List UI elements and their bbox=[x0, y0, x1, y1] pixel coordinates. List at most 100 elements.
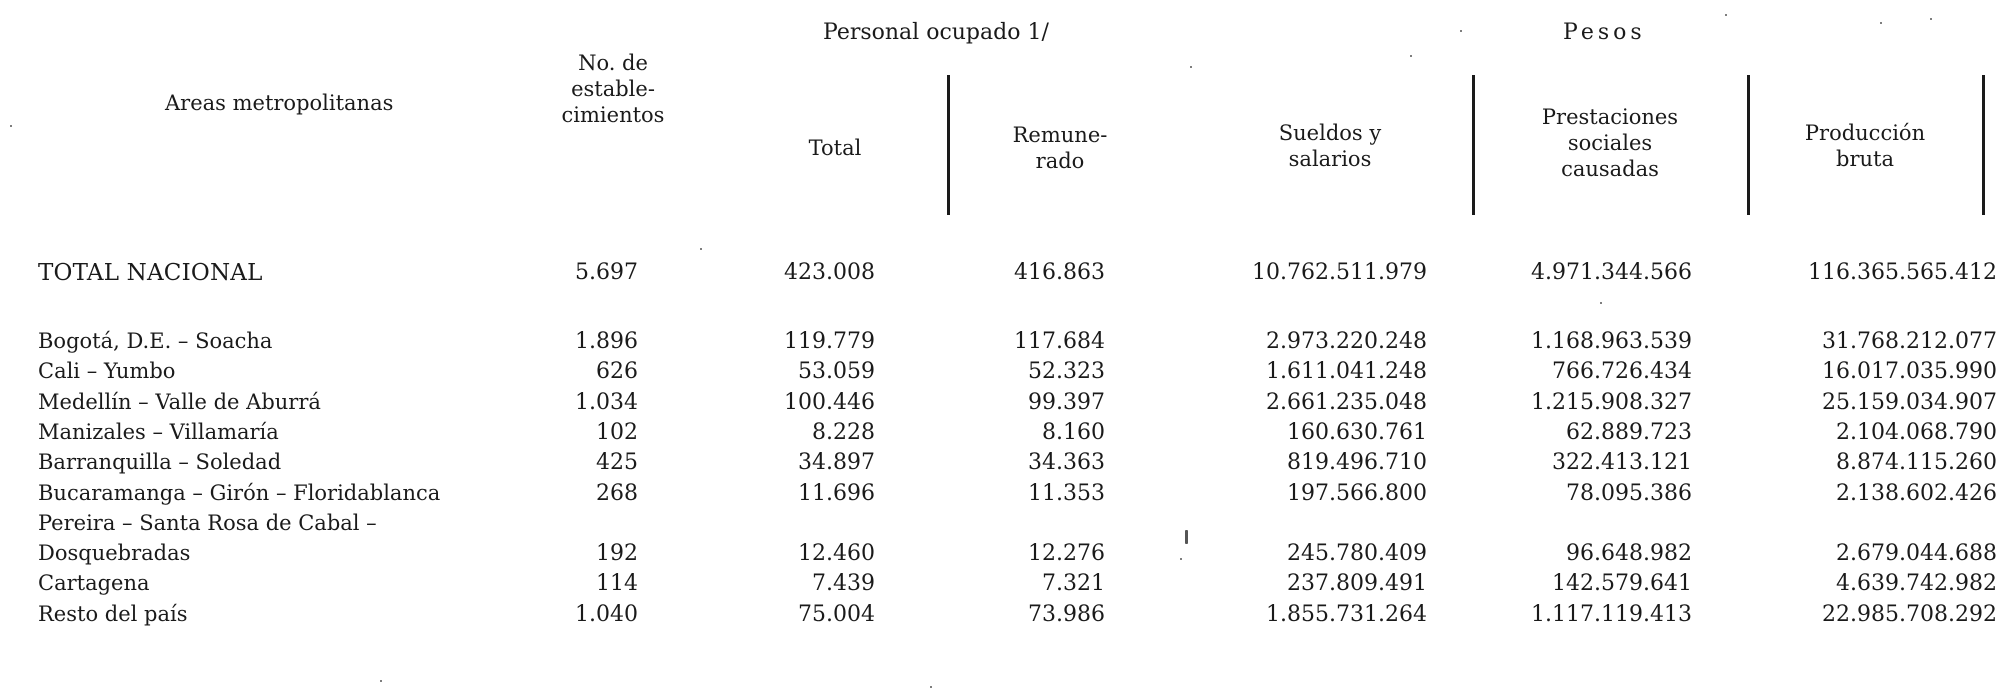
scan-speck bbox=[1410, 55, 1412, 57]
total-row-produccion: 116.365.565.412 bbox=[1808, 260, 1997, 285]
scan-speck bbox=[380, 680, 382, 682]
row-produccion-cell: 22.985.708.292 bbox=[1822, 602, 1997, 627]
row-label: Cali – Yumbo bbox=[38, 359, 176, 383]
scan-speck bbox=[10, 125, 12, 127]
personal-ocupado-header: Personal ocupado 1/ bbox=[823, 20, 1049, 45]
prestaciones-header-line: causadas bbox=[1561, 157, 1659, 181]
row-prestaciones-cell: 62.889.723 bbox=[1566, 420, 1692, 445]
total-row-label: TOTAL NACIONAL bbox=[38, 260, 263, 286]
row-total-cell: 34.897 bbox=[798, 450, 875, 475]
header-divider bbox=[947, 75, 950, 215]
total-row-total: 423.008 bbox=[784, 260, 875, 285]
row-prestaciones-cell: 766.726.434 bbox=[1552, 359, 1692, 384]
row-remunerado-cell: 52.323 bbox=[1028, 359, 1105, 384]
scan-speck bbox=[1725, 14, 1727, 16]
row-sueldos-cell: 197.566.800 bbox=[1287, 481, 1427, 506]
scan-speck bbox=[1190, 66, 1192, 68]
prestaciones-header: Prestaciones sociales causadas bbox=[1530, 104, 1690, 182]
establecimientos-header-line: estable- bbox=[571, 77, 655, 101]
header-divider bbox=[1982, 75, 1985, 215]
row-establecimientos-cell: 425 bbox=[596, 450, 638, 475]
row-remunerado-cell: 73.986 bbox=[1028, 602, 1105, 627]
row-produccion-cell: 8.874.115.260 bbox=[1836, 450, 1997, 475]
row-sueldos-cell: 1.611.041.248 bbox=[1266, 359, 1427, 384]
row-establecimientos-cell: 114 bbox=[596, 571, 638, 596]
remunerado-header: Remune- rado bbox=[1005, 122, 1115, 174]
row-produccion-cell: 2.138.602.426 bbox=[1836, 481, 1997, 506]
total-row-remunerado: 416.863 bbox=[1014, 260, 1105, 285]
scan-speck bbox=[700, 248, 702, 250]
row-produccion-cell: 2.679.044.688 bbox=[1836, 541, 1997, 566]
row-total-cell: 119.779 bbox=[784, 329, 875, 354]
pesos-header: Pesos bbox=[1563, 20, 1646, 45]
row-label: Bogotá, D.E. – Soacha bbox=[38, 329, 273, 353]
row-establecimientos-cell: 268 bbox=[596, 481, 638, 506]
areas-header: Areas metropolitanas bbox=[165, 91, 394, 115]
row-total-cell: 75.004 bbox=[798, 602, 875, 627]
row-total-cell: 7.439 bbox=[812, 571, 875, 596]
prestaciones-header-line: sociales bbox=[1567, 131, 1653, 155]
scan-speck bbox=[1930, 18, 1932, 20]
row-label: Dosquebradas bbox=[38, 541, 191, 565]
row-sueldos-cell: 819.496.710 bbox=[1287, 450, 1427, 475]
row-establecimientos-cell: 1.040 bbox=[575, 602, 638, 627]
scan-speck bbox=[1180, 558, 1182, 560]
scan-speck bbox=[1185, 530, 1188, 544]
row-produccion-cell: 31.768.212.077 bbox=[1822, 329, 1997, 354]
row-prestaciones-cell: 1.215.908.327 bbox=[1531, 390, 1692, 415]
row-remunerado-cell: 117.684 bbox=[1014, 329, 1105, 354]
row-remunerado-cell: 34.363 bbox=[1028, 450, 1105, 475]
row-total-cell: 8.228 bbox=[812, 420, 875, 445]
row-total-cell: 53.059 bbox=[798, 359, 875, 384]
total-row-sueldos: 10.762.511.979 bbox=[1252, 260, 1427, 285]
row-prestaciones-cell: 96.648.982 bbox=[1566, 541, 1692, 566]
scan-speck bbox=[1600, 302, 1602, 304]
row-produccion-cell: 4.639.742.982 bbox=[1836, 571, 1997, 596]
sueldos-header-line: salarios bbox=[1288, 147, 1372, 171]
row-prestaciones-cell: 142.579.641 bbox=[1552, 571, 1692, 596]
row-total-cell: 11.696 bbox=[798, 481, 875, 506]
row-total-cell: 12.460 bbox=[798, 541, 875, 566]
row-prestaciones-cell: 78.095.386 bbox=[1566, 481, 1692, 506]
establecimientos-header: No. de estable- cimientos bbox=[548, 50, 678, 128]
remunerado-header-line: rado bbox=[1035, 149, 1085, 173]
row-establecimientos-cell: 626 bbox=[596, 359, 638, 384]
header-divider bbox=[1472, 75, 1475, 215]
row-sueldos-cell: 1.855.731.264 bbox=[1266, 602, 1427, 627]
row-remunerado-cell: 11.353 bbox=[1028, 481, 1105, 506]
establecimientos-header-line: No. de bbox=[578, 51, 648, 75]
scan-speck bbox=[1880, 22, 1882, 24]
total-header: Total bbox=[808, 136, 862, 160]
row-produccion-cell: 25.159.034.907 bbox=[1822, 390, 1997, 415]
row-produccion-cell: 16.017.035.990 bbox=[1822, 359, 1997, 384]
row-establecimientos-cell: 1.896 bbox=[575, 329, 638, 354]
scan-speck bbox=[1460, 30, 1462, 32]
row-sueldos-cell: 2.973.220.248 bbox=[1266, 329, 1427, 354]
row-sueldos-cell: 245.780.409 bbox=[1287, 541, 1427, 566]
row-label: Resto del país bbox=[38, 602, 188, 626]
header-divider bbox=[1747, 75, 1750, 215]
row-establecimientos-cell: 102 bbox=[596, 420, 638, 445]
row-prestaciones-cell: 322.413.121 bbox=[1552, 450, 1692, 475]
row-label: Pereira – Santa Rosa de Cabal – bbox=[38, 511, 377, 535]
total-row-prestaciones: 4.971.344.566 bbox=[1531, 260, 1692, 285]
row-sueldos-cell: 237.809.491 bbox=[1287, 571, 1427, 596]
row-label: Barranquilla – Soledad bbox=[38, 450, 282, 474]
row-establecimientos-cell: 192 bbox=[596, 541, 638, 566]
sueldos-header: Sueldos y salarios bbox=[1265, 120, 1395, 172]
row-remunerado-cell: 12.276 bbox=[1028, 541, 1105, 566]
produccion-header-line: Producción bbox=[1804, 121, 1926, 145]
sueldos-header-line: Sueldos y bbox=[1278, 121, 1382, 145]
row-label: Cartagena bbox=[38, 571, 150, 595]
scan-speck bbox=[930, 686, 932, 688]
row-remunerado-cell: 8.160 bbox=[1042, 420, 1105, 445]
row-remunerado-cell: 99.397 bbox=[1028, 390, 1105, 415]
establecimientos-header-line: cimientos bbox=[561, 103, 665, 127]
row-prestaciones-cell: 1.168.963.539 bbox=[1531, 329, 1692, 354]
row-prestaciones-cell: 1.117.119.413 bbox=[1531, 602, 1692, 627]
row-label: Bucaramanga – Girón – Floridablanca bbox=[38, 481, 441, 505]
produccion-header-line: bruta bbox=[1836, 147, 1894, 171]
row-sueldos-cell: 160.630.761 bbox=[1287, 420, 1427, 445]
row-remunerado-cell: 7.321 bbox=[1042, 571, 1105, 596]
